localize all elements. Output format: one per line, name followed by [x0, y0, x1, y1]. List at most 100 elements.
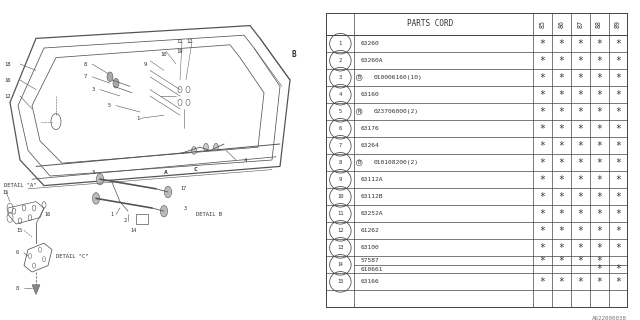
Text: *: *	[540, 226, 545, 236]
Text: B: B	[358, 160, 361, 165]
Text: *: *	[559, 256, 564, 266]
Text: *: *	[559, 56, 564, 66]
Text: 10: 10	[160, 52, 166, 57]
Text: 11: 11	[176, 39, 182, 44]
Text: *: *	[577, 107, 583, 117]
Text: 2: 2	[339, 58, 342, 63]
Text: 16: 16	[4, 77, 10, 83]
Text: 8: 8	[339, 160, 342, 165]
Text: 63252A: 63252A	[361, 211, 383, 216]
Text: 15: 15	[16, 228, 22, 233]
Text: *: *	[596, 56, 602, 66]
Text: N: N	[358, 109, 361, 114]
Text: 8: 8	[84, 61, 87, 67]
Text: 12: 12	[337, 228, 344, 233]
Text: 63260: 63260	[361, 41, 380, 46]
Text: C: C	[194, 167, 198, 172]
Text: *: *	[577, 90, 583, 100]
Text: *: *	[559, 192, 564, 202]
Text: *: *	[540, 141, 545, 151]
Text: 2: 2	[124, 218, 127, 223]
Text: *: *	[559, 90, 564, 100]
Text: 14: 14	[337, 262, 343, 267]
Text: *: *	[577, 124, 583, 134]
Text: *: *	[615, 175, 621, 185]
Text: *: *	[615, 209, 621, 219]
Text: *: *	[540, 256, 545, 266]
Text: 9: 9	[339, 177, 342, 182]
Text: 15: 15	[2, 189, 8, 195]
Text: *: *	[540, 90, 545, 100]
Text: *: *	[596, 264, 602, 274]
Text: *: *	[559, 158, 564, 168]
Text: *: *	[540, 39, 545, 49]
Text: 19: 19	[176, 49, 182, 54]
Text: 63100: 63100	[361, 245, 380, 250]
Text: *: *	[615, 56, 621, 66]
Text: *: *	[615, 158, 621, 168]
Polygon shape	[32, 285, 40, 294]
Text: *: *	[559, 226, 564, 236]
Text: 13: 13	[337, 245, 344, 250]
Text: *: *	[615, 226, 621, 236]
Text: DETAIL B: DETAIL B	[196, 212, 222, 217]
Text: *: *	[596, 243, 602, 253]
Text: *: *	[540, 243, 545, 253]
Text: 610661: 610661	[361, 267, 383, 272]
Text: *: *	[540, 158, 545, 168]
Text: 12: 12	[4, 93, 10, 99]
Text: *: *	[615, 243, 621, 253]
Circle shape	[191, 147, 196, 154]
Text: 85: 85	[540, 20, 546, 28]
Text: *: *	[615, 90, 621, 100]
Text: 89: 89	[615, 20, 621, 28]
Text: *: *	[577, 175, 583, 185]
Text: *: *	[596, 277, 602, 287]
Text: 7: 7	[84, 74, 87, 79]
Text: *: *	[559, 209, 564, 219]
Text: 86: 86	[559, 20, 564, 28]
Text: 14: 14	[130, 228, 136, 233]
Text: DETAIL "A": DETAIL "A"	[4, 183, 36, 188]
Circle shape	[107, 72, 113, 82]
Text: 63166: 63166	[361, 279, 380, 284]
Text: *: *	[577, 192, 583, 202]
Text: 88: 88	[596, 20, 602, 28]
Text: *: *	[615, 264, 621, 274]
Text: *: *	[596, 39, 602, 49]
Text: A622000038: A622000038	[593, 316, 627, 320]
Text: *: *	[577, 56, 583, 66]
Text: *: *	[577, 141, 583, 151]
Text: *: *	[577, 226, 583, 236]
Circle shape	[214, 143, 218, 151]
Text: *: *	[615, 73, 621, 83]
Text: 5: 5	[108, 103, 111, 108]
Text: 87: 87	[577, 20, 583, 28]
Text: *: *	[615, 192, 621, 202]
Text: 63264: 63264	[361, 143, 380, 148]
Circle shape	[161, 205, 168, 217]
Text: B: B	[358, 75, 361, 80]
Text: 17: 17	[180, 186, 186, 191]
Text: 18: 18	[4, 61, 10, 67]
Text: 3: 3	[92, 87, 95, 92]
Circle shape	[204, 143, 209, 151]
Text: *: *	[596, 209, 602, 219]
Text: 6: 6	[16, 250, 19, 255]
Text: *: *	[577, 39, 583, 49]
Circle shape	[113, 78, 119, 88]
Circle shape	[164, 186, 172, 198]
Text: *: *	[559, 175, 564, 185]
Text: 63160: 63160	[361, 92, 380, 97]
Text: *: *	[596, 192, 602, 202]
Text: 3: 3	[184, 205, 187, 211]
Text: *: *	[540, 56, 545, 66]
Text: *: *	[615, 107, 621, 117]
Text: *: *	[596, 141, 602, 151]
Text: *: *	[596, 73, 602, 83]
Text: 3: 3	[339, 75, 342, 80]
Text: DETAIL "C": DETAIL "C"	[56, 253, 88, 259]
Text: *: *	[540, 192, 545, 202]
Text: A: A	[164, 170, 168, 175]
Text: 023706000(2): 023706000(2)	[374, 109, 419, 114]
